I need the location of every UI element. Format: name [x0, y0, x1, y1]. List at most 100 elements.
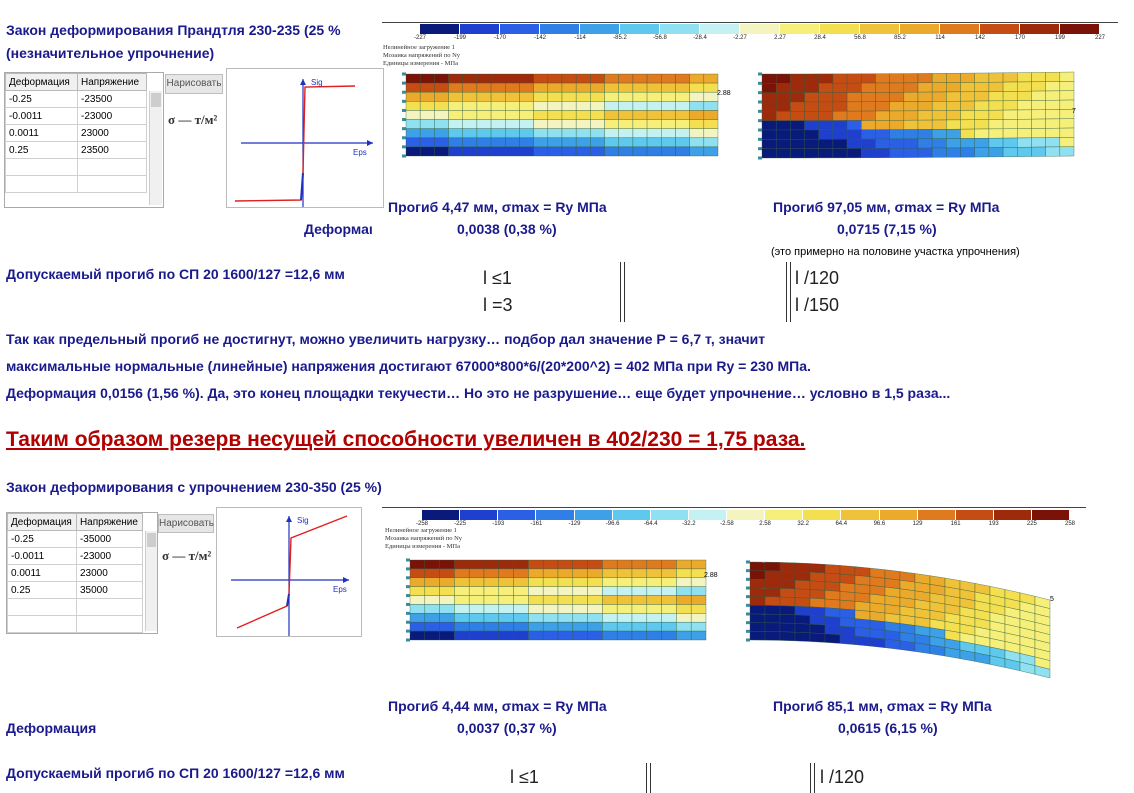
mesh-cell	[490, 119, 506, 129]
cell[interactable]: 0.25	[5, 141, 79, 159]
mesh-cell	[661, 568, 677, 578]
mesh-cell	[974, 128, 990, 139]
mesh-cell	[420, 137, 435, 148]
mesh-cell	[761, 139, 777, 149]
mesh-cell	[661, 595, 677, 605]
cell[interactable]	[75, 598, 144, 616]
mesh-cell	[469, 613, 485, 623]
table-scrollbar[interactable]	[149, 91, 162, 205]
mesh-cell	[439, 622, 455, 632]
mesh-cell	[576, 128, 591, 138]
table-row[interactable]	[7, 598, 144, 616]
mesh-cell	[779, 588, 796, 598]
table-row[interactable]: -0.0011 -23000	[5, 107, 147, 125]
cell[interactable]: 0.25	[7, 581, 77, 599]
mesh-cell	[1031, 137, 1046, 148]
mesh-cell	[646, 604, 662, 614]
mesh-cell	[490, 110, 506, 120]
table-row[interactable]: -0.25 -35000	[7, 530, 144, 548]
cell[interactable]: -35000	[75, 530, 144, 548]
mesh-cell	[533, 92, 548, 102]
cell[interactable]: -23000	[75, 547, 144, 565]
table-header-strain: Деформация	[5, 73, 79, 91]
mesh-cell	[505, 110, 520, 120]
cell[interactable]	[75, 615, 144, 633]
cell[interactable]	[5, 158, 79, 176]
cell[interactable]: 23000	[75, 564, 144, 582]
mesh-cell	[703, 110, 719, 120]
mesh-cell	[854, 583, 871, 595]
support-node	[406, 620, 410, 624]
mesh-cell	[439, 559, 455, 570]
mesh-cell	[889, 73, 904, 84]
cell[interactable]	[5, 175, 79, 193]
mesh-cell	[1059, 137, 1075, 148]
table-scrollbar[interactable]	[145, 531, 157, 631]
mesh-cell	[469, 604, 485, 614]
table-row[interactable]	[5, 158, 147, 176]
mesh-cell	[547, 82, 563, 93]
mesh-cell	[675, 92, 690, 102]
cell[interactable]: -23000	[77, 107, 147, 125]
table-row[interactable]: 0.0011 23000	[5, 124, 147, 142]
cell[interactable]: -0.0011	[7, 547, 77, 565]
table-row[interactable]: 0.0011 23000	[7, 564, 144, 582]
mesh-cell	[590, 92, 605, 102]
hardening-note: (это примерно на половине участка упрочн…	[771, 246, 1020, 258]
mesh-cell	[557, 586, 573, 596]
mesh-cell	[824, 616, 841, 627]
table-row[interactable]	[7, 615, 144, 633]
mesh-cell	[749, 570, 766, 580]
cell[interactable]: 23000	[77, 124, 147, 142]
cell[interactable]: -0.0011	[5, 107, 79, 125]
mesh-cell	[572, 630, 588, 641]
mesh-cell	[1045, 100, 1060, 110]
mesh-cell	[505, 73, 520, 84]
cell[interactable]	[77, 158, 147, 176]
table-row[interactable]: -0.0011 -23000	[7, 547, 144, 565]
legend-tick-labels: -258 -225 -193 -161 -129 -96.6 -64.4 -32.2 -2.58…	[416, 521, 1075, 530]
mesh-cell	[917, 129, 933, 140]
cell[interactable]: 35000	[75, 581, 144, 599]
table-row[interactable]: -0.25 -23500	[5, 90, 147, 108]
cell[interactable]: 0.0011	[7, 564, 77, 582]
table-row[interactable]	[5, 175, 147, 193]
cell[interactable]	[7, 598, 77, 616]
mesh-cell	[903, 129, 919, 140]
legend-tick: 2.58	[759, 521, 771, 527]
mesh-cell	[974, 82, 990, 92]
mesh-cell	[547, 137, 563, 148]
legend-tick: 193	[988, 521, 999, 527]
mesh-cell	[932, 73, 947, 83]
cell[interactable]	[7, 615, 77, 633]
graph-x-label: Eps	[353, 148, 367, 157]
mesh-cell	[839, 617, 856, 628]
draw-button[interactable]: Нарисовать	[158, 514, 214, 533]
cell[interactable]	[77, 175, 147, 193]
mesh-cell	[776, 148, 791, 159]
mesh-cell	[434, 101, 449, 111]
mesh-cell	[646, 568, 662, 578]
table-row[interactable]: 0.25 23500	[5, 141, 147, 159]
mesh-cell	[764, 561, 781, 572]
cell[interactable]: -0.25	[5, 90, 79, 108]
mesh-cell	[779, 614, 796, 624]
legend-swatch	[540, 24, 580, 34]
support-node	[758, 81, 762, 85]
mesh-cell	[646, 137, 662, 148]
table-row[interactable]: 0.25 35000	[7, 581, 144, 599]
cell[interactable]: 23500	[77, 141, 147, 159]
mesh-cell	[476, 101, 492, 111]
mesh-cell	[875, 148, 890, 158]
mesh-cell	[764, 613, 781, 624]
cell[interactable]: -0.25	[7, 530, 77, 548]
mesh-cell	[476, 137, 492, 148]
mesh-cell	[590, 146, 605, 157]
support-node	[402, 118, 406, 122]
mesh-cell	[988, 72, 1004, 83]
mesh-cell	[543, 630, 559, 641]
mesh-cell	[846, 138, 862, 149]
draw-button[interactable]: Нарисовать	[165, 74, 223, 94]
cell[interactable]: 0.0011	[5, 124, 79, 142]
cell[interactable]: -23500	[77, 90, 147, 108]
